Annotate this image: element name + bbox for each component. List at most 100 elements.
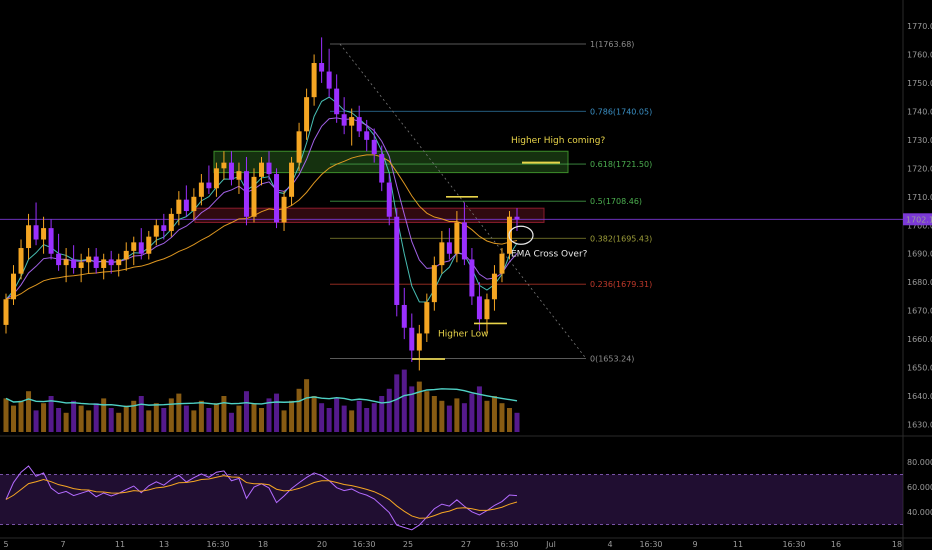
candle-body bbox=[191, 196, 197, 212]
volume-bar bbox=[514, 412, 520, 432]
volume-bar bbox=[356, 400, 362, 432]
candle-body bbox=[319, 63, 325, 72]
annotation-ema-cross-circle bbox=[508, 225, 534, 245]
volume-bar bbox=[236, 405, 242, 432]
candle-body bbox=[78, 262, 84, 268]
price-tick-label: 1740.00 bbox=[907, 107, 932, 116]
volume-bar bbox=[319, 403, 325, 432]
candle-body bbox=[86, 256, 92, 263]
candle-body bbox=[168, 213, 174, 231]
candle-body bbox=[63, 259, 69, 266]
volume-bar bbox=[153, 403, 159, 432]
candle-body bbox=[461, 222, 467, 260]
volume-bar bbox=[424, 391, 430, 432]
volume-bar bbox=[18, 400, 24, 432]
candle-body bbox=[108, 259, 114, 266]
volume-bar bbox=[213, 403, 219, 432]
volume-bar bbox=[296, 388, 302, 432]
candle-body bbox=[131, 242, 137, 251]
candle-body bbox=[409, 327, 415, 351]
volume-bar bbox=[86, 410, 92, 432]
candle-body bbox=[379, 154, 385, 183]
volume-bar bbox=[131, 400, 137, 432]
candle-body bbox=[18, 248, 24, 274]
volume-bar bbox=[484, 400, 490, 432]
candle-body bbox=[259, 162, 264, 177]
volume-bar bbox=[26, 391, 32, 432]
volume-bar bbox=[93, 403, 99, 432]
candle-body bbox=[213, 168, 219, 189]
volume-bar bbox=[409, 386, 415, 432]
candle-body bbox=[356, 117, 362, 132]
volume-bar bbox=[274, 393, 280, 432]
volume-bar bbox=[259, 408, 264, 432]
volume-bar bbox=[56, 408, 62, 432]
volume-bar bbox=[454, 398, 460, 432]
candle-body bbox=[334, 88, 340, 115]
annotation-higher-low: Higher Low bbox=[438, 329, 489, 339]
price-tick-label: 1690.00 bbox=[907, 250, 932, 259]
volume-layer bbox=[3, 369, 520, 432]
candle-body bbox=[364, 131, 370, 140]
candle-body bbox=[206, 182, 212, 189]
volume-bar bbox=[491, 396, 497, 432]
x-tick-label: 11 bbox=[733, 540, 743, 549]
candle-body bbox=[3, 299, 9, 325]
rsi-tick-label: 60.0000 bbox=[907, 483, 932, 492]
candle-body bbox=[116, 259, 122, 266]
x-tick-label: 25 bbox=[403, 540, 413, 549]
candle-body bbox=[394, 216, 400, 305]
volume-bar bbox=[364, 408, 370, 432]
volume-bar bbox=[108, 408, 114, 432]
candle-body bbox=[153, 225, 159, 237]
candle-body bbox=[341, 114, 347, 126]
rsi-signal-line bbox=[5, 475, 518, 519]
candle-body bbox=[386, 182, 392, 217]
fib-label-0.786: 0.786(1740.05) bbox=[590, 107, 652, 116]
volume-bar bbox=[78, 405, 84, 432]
volume-bar bbox=[401, 369, 407, 432]
volume-bar bbox=[63, 412, 69, 432]
x-tick-label: 16:30 bbox=[639, 540, 662, 549]
candle-body bbox=[454, 222, 460, 254]
price-tick-label: 1770.00 bbox=[907, 22, 932, 31]
volume-bar bbox=[123, 405, 129, 432]
x-tick-label: 16 bbox=[831, 540, 841, 549]
volume-bar bbox=[334, 398, 340, 432]
price-tick-label: 1640.00 bbox=[907, 392, 932, 401]
fib-label-0.382: 0.382(1695.43) bbox=[590, 234, 652, 243]
candle-body bbox=[371, 139, 377, 155]
volume-bar bbox=[221, 396, 227, 432]
fib-trend-line bbox=[339, 43, 587, 359]
volume-bar bbox=[176, 393, 182, 432]
volume-bar bbox=[476, 386, 482, 432]
volume-bar bbox=[198, 400, 204, 432]
volume-bar bbox=[499, 403, 505, 432]
price-tick-label: 1660.00 bbox=[907, 335, 932, 344]
annotation-higher-high: Higher High coming? bbox=[511, 136, 605, 146]
x-tick-label: Jul bbox=[545, 540, 556, 549]
x-tick-label: 16:30 bbox=[206, 540, 229, 549]
volume-bar bbox=[326, 408, 332, 432]
volume-bar bbox=[41, 403, 47, 432]
candle-body bbox=[251, 176, 257, 217]
candle-body bbox=[123, 250, 129, 260]
volume-bar bbox=[146, 410, 152, 432]
x-tick-label: 20 bbox=[317, 540, 327, 549]
volume-bar bbox=[168, 398, 174, 432]
x-tick-label: 18 bbox=[258, 540, 268, 549]
candle-layer bbox=[3, 37, 520, 371]
rsi-tick-label: 40.0000 bbox=[907, 508, 932, 517]
candle-body bbox=[439, 242, 445, 266]
x-tick-label: 4 bbox=[607, 540, 612, 549]
volume-bar bbox=[243, 391, 249, 432]
volume-bar bbox=[48, 396, 54, 432]
fib-label-0.618: 0.618(1721.50) bbox=[590, 160, 652, 169]
volume-bar bbox=[461, 403, 467, 432]
fibonacci-layer: 1(1763.68) 0.786(1740.05) 0.618(1721.50) 0.… bbox=[0, 40, 903, 363]
candle-body bbox=[289, 162, 295, 197]
x-tick-label: 5 bbox=[3, 540, 8, 549]
volume-bar bbox=[251, 403, 257, 432]
